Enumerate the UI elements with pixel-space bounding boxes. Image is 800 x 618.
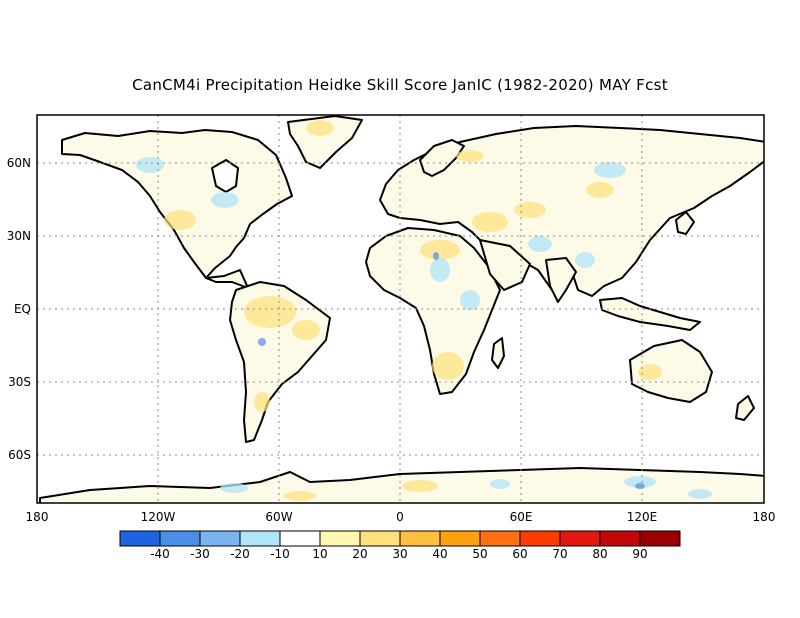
africa xyxy=(365,227,501,395)
legend-labels: -40 -30 -20 -10 10 20 30 40 50 60 70 80 … xyxy=(150,547,647,561)
legend-swatch xyxy=(559,530,601,547)
lat-tick-label: EQ xyxy=(14,302,31,316)
map-title: CanCM4i Precipitation Heidke Skill Score… xyxy=(132,76,668,94)
legend-swatch xyxy=(479,530,521,547)
lat-tick-label: 60N xyxy=(7,156,31,170)
lon-tick-label: 180 xyxy=(753,510,776,524)
legend-swatches xyxy=(119,530,681,547)
lat-tick-label: 30S xyxy=(8,375,31,389)
legend-swatch xyxy=(199,530,241,547)
legend-label: 50 xyxy=(472,547,487,561)
legend-swatch xyxy=(399,530,441,547)
lon-tick-label: 0 xyxy=(396,510,404,524)
legend-label: 40 xyxy=(432,547,447,561)
legend-swatch xyxy=(119,530,161,547)
skill-negative-patches xyxy=(136,157,712,499)
north-america xyxy=(61,129,293,289)
legend-label: -20 xyxy=(230,547,250,561)
legend-swatch xyxy=(319,530,361,547)
hudson-bay xyxy=(211,159,239,193)
legend-label: 60 xyxy=(512,547,527,561)
legend-swatch xyxy=(279,530,321,547)
legend-label: 20 xyxy=(352,547,367,561)
lon-tick-label: 120E xyxy=(627,510,658,524)
lon-tick-label: 120W xyxy=(141,510,176,524)
arabia xyxy=(479,239,531,291)
legend-swatch xyxy=(439,530,481,547)
madagascar xyxy=(491,337,505,369)
lat-tick-label: 30N xyxy=(7,229,31,243)
legend-swatch xyxy=(159,530,201,547)
legend-swatch xyxy=(599,530,641,547)
map-frame xyxy=(36,114,765,504)
legend-swatch xyxy=(359,530,401,547)
new-zealand xyxy=(735,395,755,421)
indonesia xyxy=(599,297,701,331)
lat-tick-labels: 60N 30N EQ 30S 60S xyxy=(7,156,31,462)
legend-label: 10 xyxy=(312,547,327,561)
legend-label: 70 xyxy=(552,547,567,561)
japan xyxy=(675,211,695,235)
legend-label: -30 xyxy=(190,547,210,561)
legend-label: -10 xyxy=(270,547,290,561)
legend-label: 30 xyxy=(392,547,407,561)
australia xyxy=(629,339,713,403)
skill-positive-patches xyxy=(164,120,662,501)
lat-tick-label: 60S xyxy=(8,448,31,462)
land-masses xyxy=(39,115,764,503)
antarctica xyxy=(39,467,764,503)
color-legend: -40 -30 -20 -10 10 20 30 40 50 60 70 80 … xyxy=(119,530,681,561)
india xyxy=(545,257,577,303)
legend-swatch xyxy=(639,530,681,547)
lon-tick-label: 180 xyxy=(26,510,49,524)
legend-swatch xyxy=(519,530,561,547)
lon-tick-label: 60W xyxy=(265,510,292,524)
legend-label: 90 xyxy=(632,547,647,561)
scandinavia xyxy=(419,139,465,177)
legend-label: -40 xyxy=(150,547,170,561)
lon-tick-label: 60E xyxy=(510,510,533,524)
legend-swatch xyxy=(239,530,281,547)
lon-tick-labels: 180 120W 60W 0 60E 120E 180 xyxy=(26,510,776,524)
graticule xyxy=(37,115,764,503)
legend-label: 80 xyxy=(592,547,607,561)
